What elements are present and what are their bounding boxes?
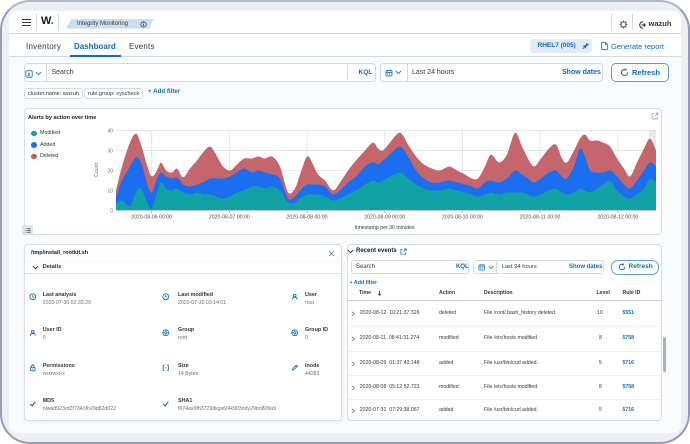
svg-text:20: 20 <box>107 169 113 175</box>
svg-text:2020-08-06 00:00: 2020-08-06 00:00 <box>131 215 172 221</box>
svg-text:2020-08-09 00:00: 2020-08-09 00:00 <box>364 215 405 221</box>
svg-text:0: 0 <box>110 209 113 215</box>
svg-text:2020-08-07 00:00: 2020-08-07 00:00 <box>209 215 250 221</box>
svg-text:2020-08-08 00:00: 2020-08-08 00:00 <box>287 215 328 221</box>
svg-text:40: 40 <box>107 129 113 135</box>
svg-text:2020-08-12 00:00: 2020-08-12 00:00 <box>597 215 638 221</box>
svg-text:10: 10 <box>107 189 113 195</box>
svg-text:2020-08-10 00:00: 2020-08-10 00:00 <box>442 215 483 221</box>
svg-text:2020-08-11 00:00: 2020-08-11 00:00 <box>520 215 561 221</box>
svg-text:30: 30 <box>107 149 113 155</box>
svg-text:Count: Count <box>94 163 100 177</box>
svg-text:timestamp per 30 minutes: timestamp per 30 minutes <box>355 225 415 231</box>
